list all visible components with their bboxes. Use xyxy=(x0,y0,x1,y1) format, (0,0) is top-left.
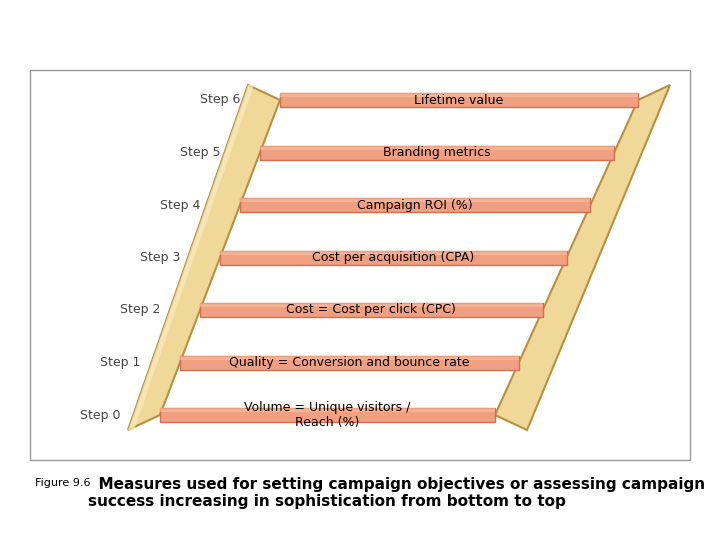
Polygon shape xyxy=(160,408,495,412)
Text: Volume = Unique visitors /
Reach (%): Volume = Unique visitors / Reach (%) xyxy=(244,401,410,429)
Text: Campaign ROI (%): Campaign ROI (%) xyxy=(357,199,473,212)
Text: Step 2: Step 2 xyxy=(120,303,160,316)
Polygon shape xyxy=(128,85,280,430)
Polygon shape xyxy=(200,303,543,307)
Polygon shape xyxy=(220,251,567,265)
Text: Cost per acquisition (CPA): Cost per acquisition (CPA) xyxy=(312,251,474,264)
Text: Step 6: Step 6 xyxy=(199,93,240,106)
Polygon shape xyxy=(180,355,519,360)
Text: Step 0: Step 0 xyxy=(79,408,120,422)
Polygon shape xyxy=(200,303,543,317)
Text: Figure 9.6: Figure 9.6 xyxy=(35,478,91,488)
Polygon shape xyxy=(495,85,670,430)
Text: Step 1: Step 1 xyxy=(99,356,140,369)
Text: Quality = Conversion and bounce rate: Quality = Conversion and bounce rate xyxy=(229,356,469,369)
Polygon shape xyxy=(160,408,495,422)
Polygon shape xyxy=(280,93,638,97)
Text: Step 5: Step 5 xyxy=(179,146,220,159)
Text: Step 4: Step 4 xyxy=(160,199,200,212)
Polygon shape xyxy=(128,85,254,430)
Text: Measures used for setting campaign objectives or assessing campaign
success incr: Measures used for setting campaign objec… xyxy=(88,477,705,509)
Text: Step 3: Step 3 xyxy=(140,251,180,264)
Text: Cost = Cost per click (CPC): Cost = Cost per click (CPC) xyxy=(287,303,456,316)
Polygon shape xyxy=(260,145,614,159)
Polygon shape xyxy=(240,198,590,202)
Polygon shape xyxy=(280,93,638,107)
Polygon shape xyxy=(260,145,614,150)
Bar xyxy=(30,70,690,460)
Polygon shape xyxy=(220,251,567,254)
Text: Lifetime value: Lifetime value xyxy=(415,93,503,106)
Polygon shape xyxy=(240,198,590,212)
Text: Branding metrics: Branding metrics xyxy=(383,146,491,159)
Polygon shape xyxy=(180,355,519,369)
